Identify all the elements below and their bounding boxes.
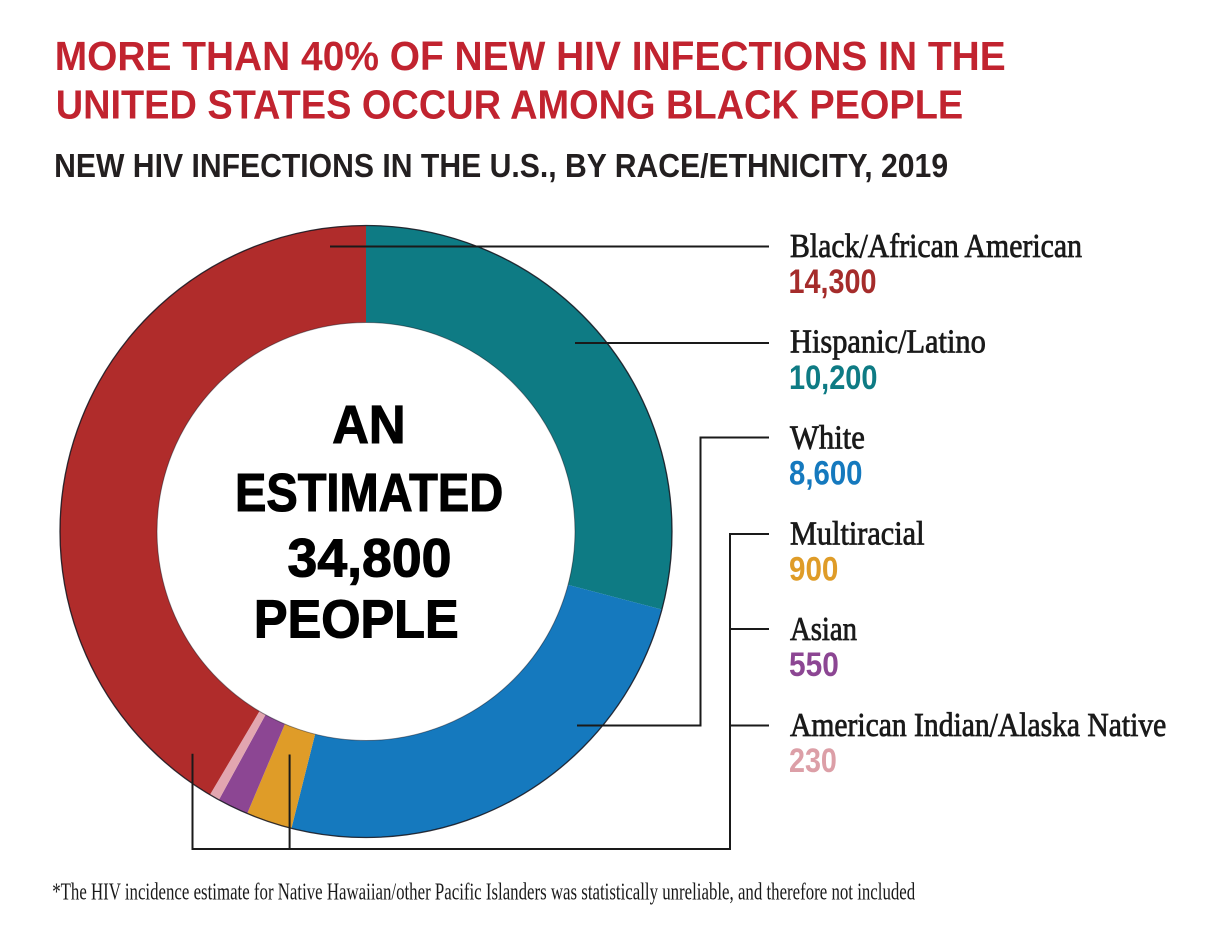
svg-text:Asian: Asian (790, 611, 857, 648)
svg-text:MORE THAN 40% OF NEW HIV INFEC: MORE THAN 40% OF NEW HIV INFECTIONS IN T… (55, 33, 1006, 79)
svg-text:*The HIV incidence estimate fo: *The HIV incidence estimate for Native H… (52, 879, 915, 905)
svg-text:Hispanic/Latino: Hispanic/Latino (790, 324, 986, 361)
svg-text:PEOPLE: PEOPLE (254, 590, 459, 650)
svg-text:900: 900 (789, 550, 838, 588)
svg-text:230: 230 (789, 742, 837, 780)
svg-text:Black/African American: Black/African American (790, 228, 1082, 265)
svg-text:14,300: 14,300 (789, 263, 877, 301)
svg-text:AN: AN (332, 395, 405, 455)
svg-text:White: White (790, 420, 865, 457)
svg-text:ESTIMATED: ESTIMATED (235, 463, 503, 523)
svg-text:NEW HIV INFECTIONS IN THE U.S.: NEW HIV INFECTIONS IN THE U.S., BY RACE/… (54, 147, 948, 184)
svg-text:8,600: 8,600 (789, 455, 863, 493)
svg-text:Multiracial: Multiracial (790, 515, 925, 552)
svg-text:UNITED STATES OCCUR AMONG BLAC: UNITED STATES OCCUR AMONG BLACK PEOPLE (56, 82, 964, 128)
svg-text:10,200: 10,200 (789, 359, 878, 397)
svg-text:34,800: 34,800 (288, 528, 452, 588)
svg-text:550: 550 (789, 646, 839, 684)
svg-text:American Indian/Alaska Native: American Indian/Alaska Native (790, 707, 1166, 744)
